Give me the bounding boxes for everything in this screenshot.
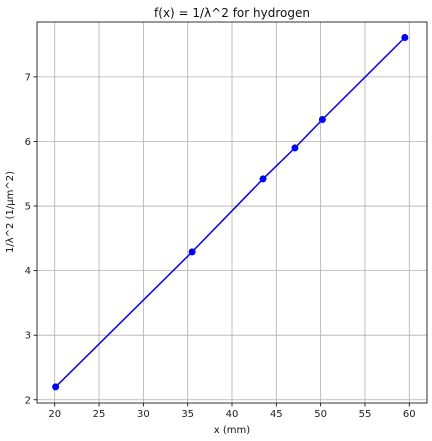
chart-title: f(x) = 1/λ^2 for hydrogen (154, 6, 310, 20)
x-tick-label: 40 (226, 409, 239, 420)
data-point (259, 175, 267, 183)
series-line (55, 36, 406, 388)
y-tick-label: 5 (25, 202, 31, 213)
y-tick-label: 2 (25, 395, 31, 406)
y-axis-label: 1/λ^2 (1/μm^2) (5, 171, 16, 253)
y-tick-label: 6 (25, 137, 31, 148)
y-tick-label: 3 (25, 331, 31, 342)
data-point (188, 248, 196, 256)
data-point (291, 144, 299, 152)
data-point (318, 116, 326, 124)
x-tick-label: 55 (359, 409, 372, 420)
x-tick-label: 30 (137, 409, 150, 420)
x-tick-label: 50 (314, 409, 327, 420)
grid (37, 22, 427, 403)
data-point (52, 383, 60, 391)
x-axis-label: x (mm) (214, 425, 250, 436)
x-tick-label: 35 (181, 409, 194, 420)
x-tick-label: 45 (270, 409, 283, 420)
x-tick-label: 20 (48, 409, 61, 420)
y-tick-label: 4 (25, 266, 31, 277)
x-tick-label: 25 (93, 409, 106, 420)
x-tick-label: 60 (403, 409, 416, 420)
data-point (401, 33, 409, 41)
series-layer (52, 33, 409, 391)
y-tick-label: 7 (25, 72, 31, 83)
